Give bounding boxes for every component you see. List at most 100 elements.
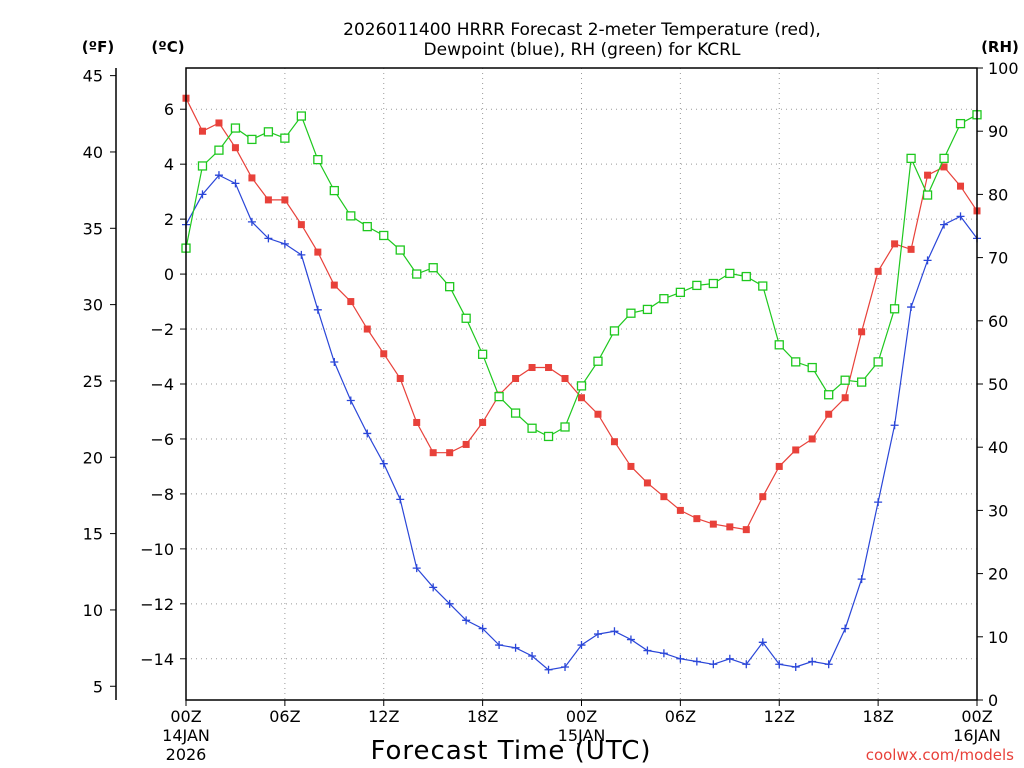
dewpoint-point [857,575,866,584]
dewpoint-point [676,654,685,663]
rh-point [840,375,850,385]
rh-tick-label: 10 [988,628,1008,647]
dewpoint-point [643,646,652,655]
fahrenheit-tick-label: 25 [83,372,103,391]
rh-point [313,154,323,165]
temperature-point [660,493,668,501]
dewpoint-point [528,652,537,661]
rh-point [214,145,224,155]
dewpoint-point [264,234,273,243]
dewpoint-point [561,663,570,672]
rh-point [955,118,966,129]
temperature-point [874,267,882,275]
temperature-point [643,479,651,487]
temperature-point [215,119,223,127]
rh-tick-label: 20 [988,565,1008,584]
rh-point [675,287,686,298]
temperature-series [182,94,981,534]
fahrenheit-tick-label: 40 [83,143,103,162]
dewpoint-point [907,303,916,312]
x-tick-label: 06Z [269,707,300,726]
dewpoint-point [577,641,586,650]
temperature-point [578,394,585,402]
celsius-tick-label: −10 [140,540,174,559]
temperature-point [940,163,948,171]
rh-point [329,185,339,196]
temperature-point [709,520,717,528]
rh-point [494,391,504,402]
dewpoint-point [775,660,784,669]
rh-point [280,133,290,143]
temperature-point [198,127,206,135]
grid-lines [185,68,978,700]
rh-point [230,123,241,133]
dewpoint-point [956,212,965,221]
temperature-point [627,462,635,470]
dewpoint-point [659,649,668,658]
temperature-point [759,493,767,501]
dewpoint-point [824,660,833,669]
celsius-tick-label: −14 [140,650,174,669]
dewpoint-point [280,239,289,248]
rh-point [807,362,817,373]
x-tick-date-label: 14JAN [162,726,210,745]
x-tick-label: 18Z [862,707,893,726]
temperature-point [396,375,404,383]
temperature-point [891,240,899,248]
dewpoint-point [808,657,817,666]
rh-point [922,190,933,200]
rh-unit-label: (RH) [981,38,1019,56]
dewpoint-point [923,256,932,265]
dewpoint-point [462,616,471,625]
x-tick-label: 00Z [961,707,992,726]
temperature-point [479,418,487,426]
dewpoint-point [412,564,421,573]
celsius-tick-label: −8 [150,485,174,504]
celsius-tick-label: −12 [140,595,174,614]
dewpoint-point [198,190,207,199]
dewpoint-point [247,217,256,226]
rh-point [362,221,372,232]
temperature-point [907,245,915,253]
temperature-point [808,435,816,443]
rh-point [247,134,257,145]
dewpoint-point [511,643,520,652]
temperature-point [841,394,849,402]
temperature-point [231,144,239,152]
rh-point [263,127,274,137]
temperature-point [775,462,783,470]
rh-point [197,161,208,171]
series-layer [181,94,982,674]
temperature-point [924,171,932,179]
rh-tick-label: 30 [988,501,1008,520]
x-tick-label: 06Z [665,707,696,726]
rh-point [774,340,784,350]
temperature-point [858,328,866,336]
celsius-tick-label: 6 [164,100,174,119]
dewpoint-point [429,583,438,592]
x-axis-label: Forecast Time (UTC) [370,736,651,766]
rh-tick-label: 90 [988,122,1008,141]
dewpoint-point [346,396,355,405]
rh-point [477,349,488,359]
fahrenheit-tick-label: 45 [83,67,103,86]
dewpoint-series [182,171,981,674]
dewpoint-point [379,459,388,468]
temperature-point [676,506,684,514]
celsius-axis: 6 4 2 0 −2 −4 −6 −8 −10 −12 −14 [140,100,186,669]
rh-point [609,326,620,336]
dewpoint-point [495,641,504,650]
temperature-point [693,515,701,523]
fahrenheit-axis: 5 10 15 20 25 30 35 40 45 [83,67,117,700]
dewpoint-point [758,638,767,647]
dewpoint-point [841,624,850,633]
rh-point [856,377,867,387]
rh-point [296,111,307,121]
dewpoint-point [742,660,751,669]
dewpoint-point [692,657,701,666]
rh-point [692,280,702,291]
x-tick-label: 18Z [467,707,498,726]
temperature-point [545,364,553,372]
rh-point [873,357,883,367]
